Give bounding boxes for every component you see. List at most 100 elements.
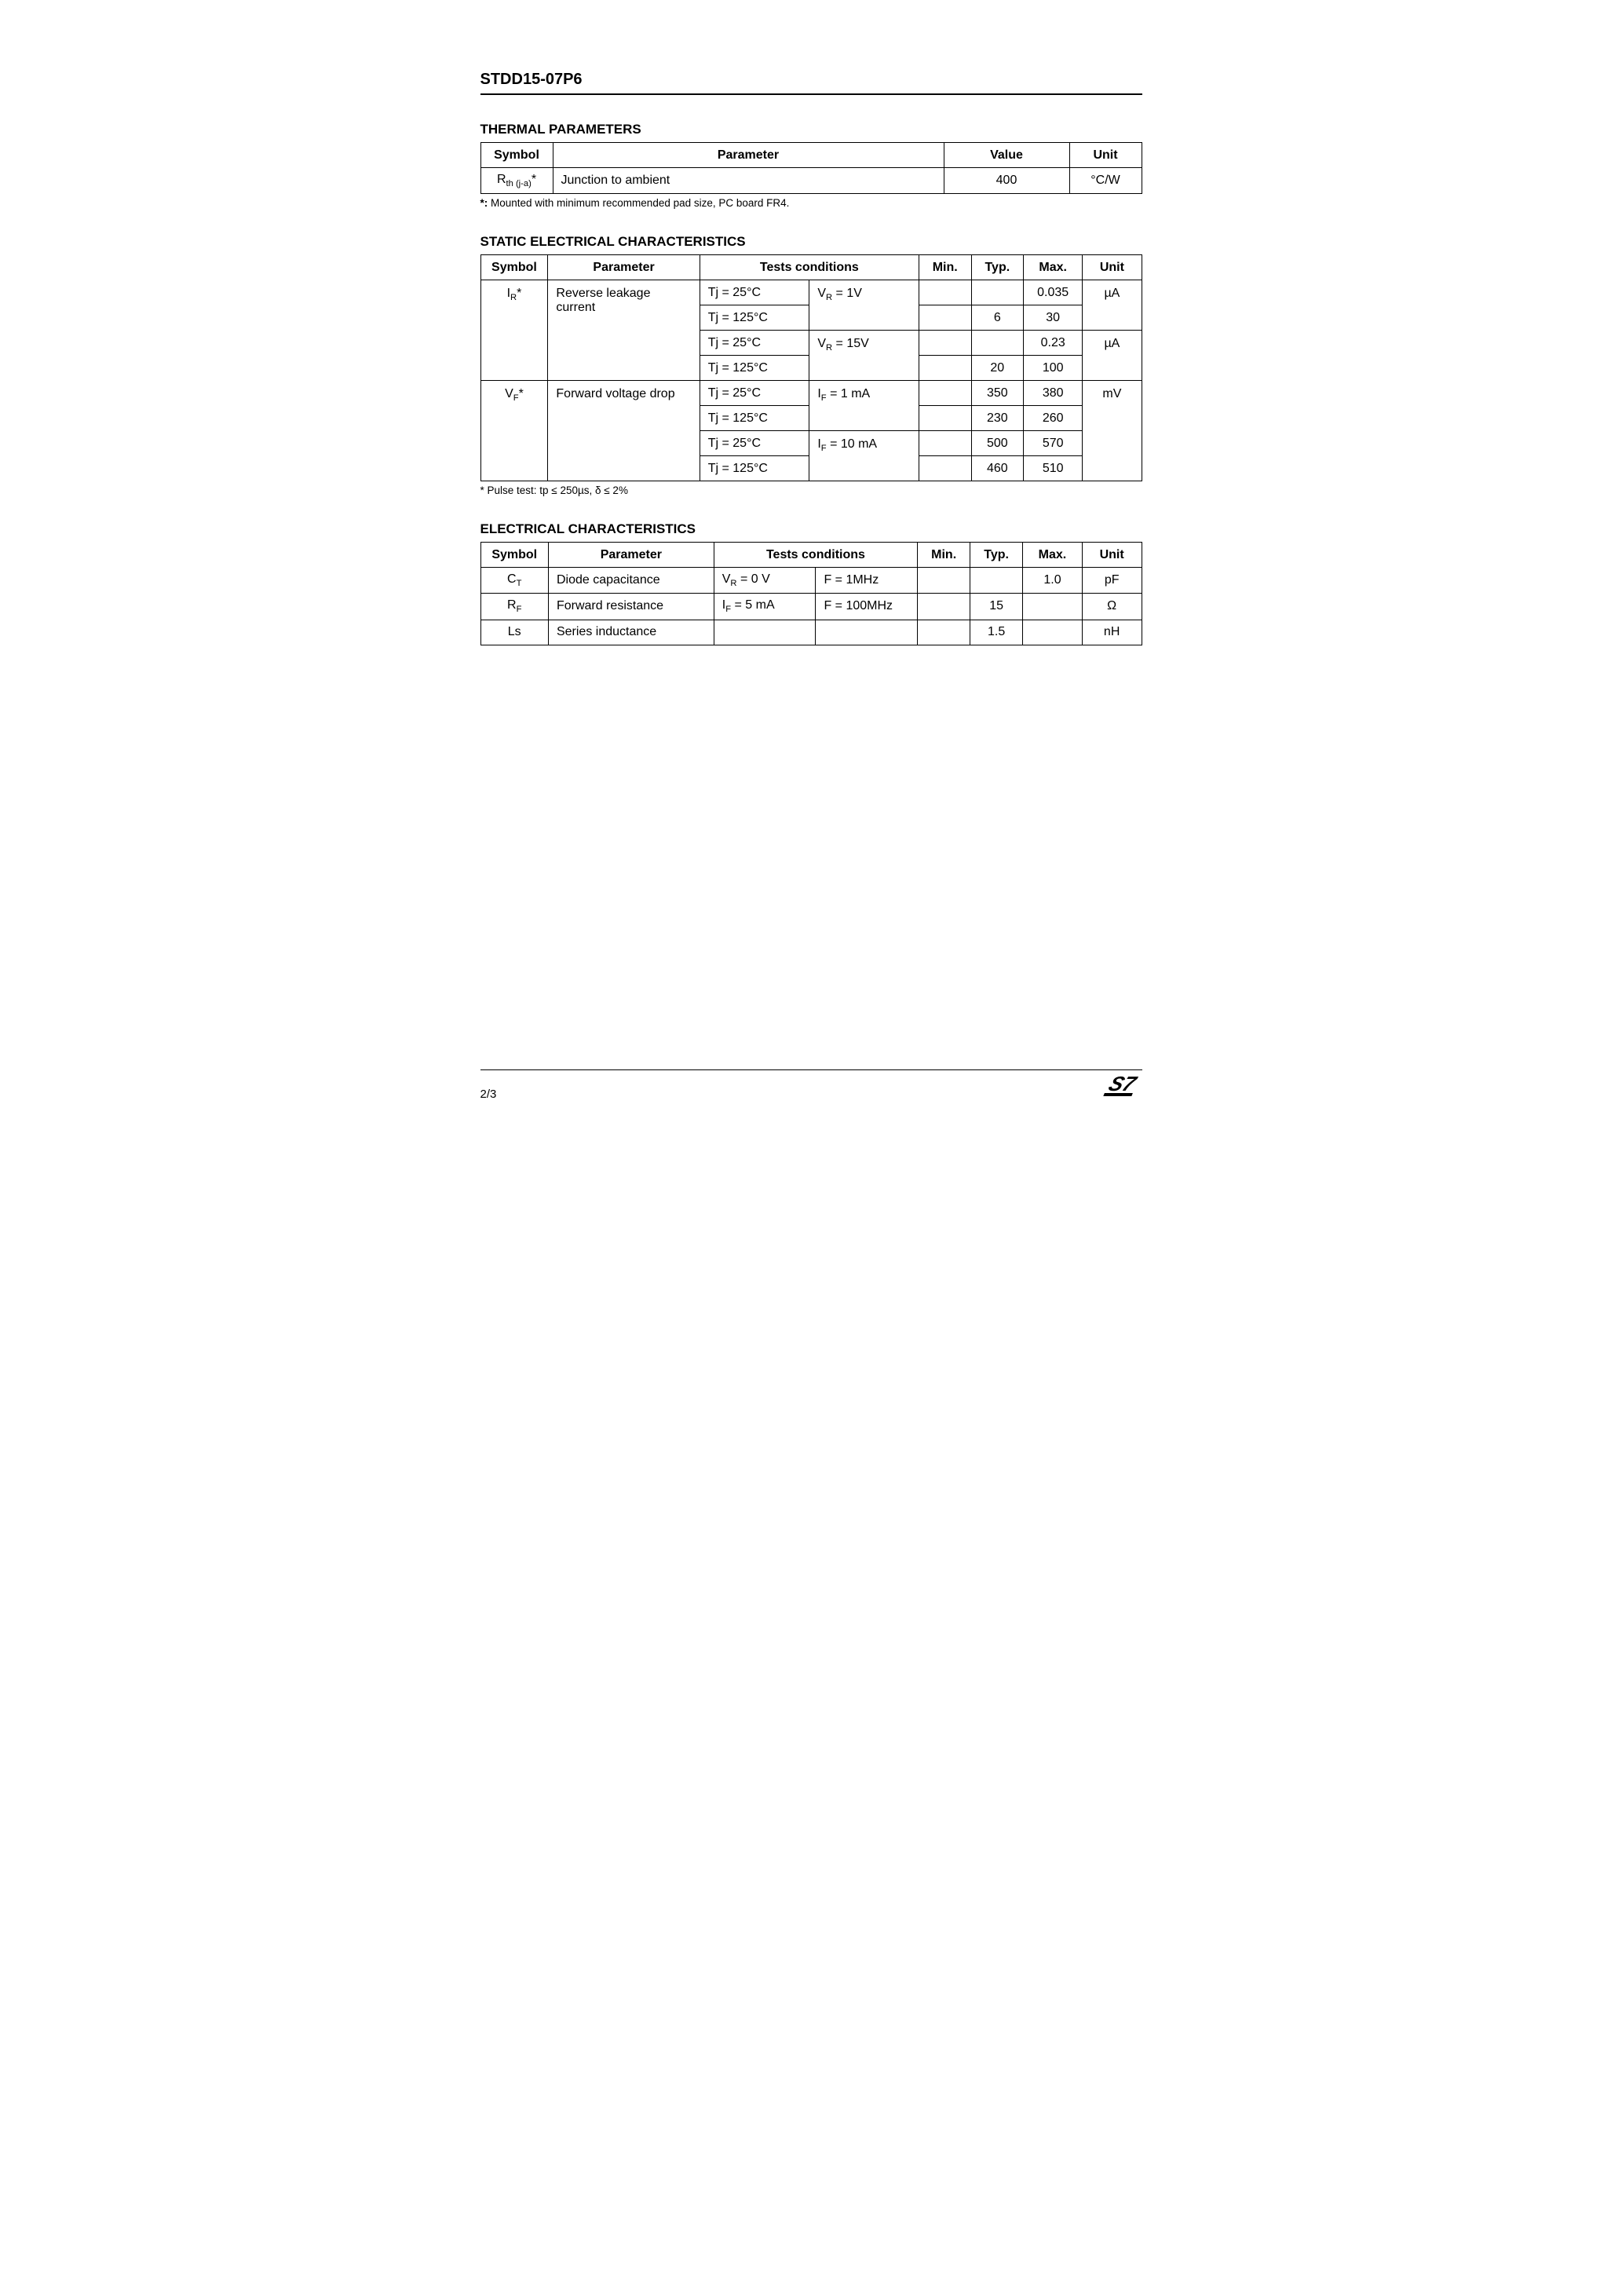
cell-symbol: VF* (480, 381, 548, 481)
cell-value: 400 (944, 168, 1069, 194)
cell-param: Reverse leakagecurrent (548, 280, 700, 381)
cell-param: Forward resistance (548, 594, 714, 620)
cell-typ: 15 (970, 594, 1023, 620)
cell-typ (971, 331, 1024, 356)
static-section-title: STATIC ELECTRICAL CHARACTERISTICS (480, 234, 1142, 250)
col-typ: Typ. (970, 543, 1023, 568)
cell-tc1: Tj = 25°C (700, 280, 809, 305)
cell-unit: Ω (1082, 594, 1142, 620)
page-title: STDD15-07P6 (480, 71, 1142, 95)
cell-tc1: Tj = 25°C (700, 381, 809, 406)
cell-tc1: Tj = 25°C (700, 431, 809, 456)
table-row: Ls Series inductance 1.5 nH (480, 620, 1142, 645)
table-row: CT Diode capacitance VR = 0 V F = 1MHz 1… (480, 568, 1142, 594)
page-number: 2/3 (480, 1088, 497, 1101)
cell-tc1: Tj = 125°C (700, 305, 809, 331)
cell-max: 0.035 (1024, 280, 1083, 305)
table-row: RF Forward resistance IF = 5 mA F = 100M… (480, 594, 1142, 620)
cell-tc2: VR = 15V (809, 331, 919, 381)
cell-max: 0.23 (1024, 331, 1083, 356)
cell-max: 570 (1024, 431, 1083, 456)
cell-min (919, 381, 971, 406)
cell-min (918, 568, 970, 594)
cell-tc1: Tj = 125°C (700, 356, 809, 381)
cell-tc1: Tj = 125°C (700, 406, 809, 431)
col-symbol: Symbol (480, 543, 548, 568)
st-logo-icon: S7 (1100, 1073, 1142, 1101)
cell-typ: 20 (971, 356, 1024, 381)
cell-typ: 460 (971, 456, 1024, 481)
cell-tc2: F = 1MHz (816, 568, 918, 594)
col-parameter: Parameter (548, 543, 714, 568)
table-header-row: Symbol Parameter Value Unit (480, 143, 1142, 168)
cell-symbol: Ls (480, 620, 548, 645)
cell-tc2 (816, 620, 918, 645)
cell-typ: 230 (971, 406, 1024, 431)
cell-unit: µA (1083, 280, 1142, 331)
cell-tc1: VR = 0 V (714, 568, 816, 594)
col-tests: Tests conditions (700, 255, 919, 280)
thermal-table: Symbol Parameter Value Unit Rth (j-a)* J… (480, 142, 1142, 194)
col-min: Min. (918, 543, 970, 568)
cell-max: 260 (1024, 406, 1083, 431)
cell-unit: mV (1083, 381, 1142, 481)
elec-table: Symbol Parameter Tests conditions Min. T… (480, 542, 1142, 645)
cell-max (1023, 594, 1083, 620)
static-table: Symbol Parameter Tests conditions Min. T… (480, 254, 1142, 481)
cell-symbol: Rth (j-a)* (480, 168, 553, 194)
col-unit: Unit (1083, 255, 1142, 280)
cell-min (919, 331, 971, 356)
cell-min (918, 620, 970, 645)
cell-min (919, 431, 971, 456)
thermal-section-title: THERMAL PARAMETERS (480, 122, 1142, 137)
cell-typ (970, 568, 1023, 594)
cell-symbol: IR* (480, 280, 548, 381)
cell-unit: °C/W (1069, 168, 1142, 194)
cell-unit: pF (1082, 568, 1142, 594)
svg-text:S7: S7 (1105, 1073, 1140, 1095)
cell-tc1: Tj = 25°C (700, 331, 809, 356)
static-footnote: * Pulse test: tp ≤ 250µs, δ ≤ 2% (480, 484, 1142, 496)
cell-min (919, 356, 971, 381)
col-min: Min. (919, 255, 971, 280)
cell-typ: 1.5 (970, 620, 1023, 645)
cell-max: 100 (1024, 356, 1083, 381)
cell-symbol: CT (480, 568, 548, 594)
table-header-row: Symbol Parameter Tests conditions Min. T… (480, 543, 1142, 568)
cell-tc2: IF = 10 mA (809, 431, 919, 481)
col-unit: Unit (1082, 543, 1142, 568)
cell-max: 380 (1024, 381, 1083, 406)
cell-min (919, 305, 971, 331)
cell-tc2: IF = 1 mA (809, 381, 919, 431)
cell-typ: 350 (971, 381, 1024, 406)
table-row: VF* Forward voltage drop Tj = 25°C IF = … (480, 381, 1142, 406)
col-symbol: Symbol (480, 255, 548, 280)
cell-symbol: RF (480, 594, 548, 620)
cell-min (919, 406, 971, 431)
cell-param: Series inductance (548, 620, 714, 645)
elec-section-title: ELECTRICAL CHARACTERISTICS (480, 521, 1142, 537)
table-row: IR* Reverse leakagecurrent Tj = 25°C VR … (480, 280, 1142, 305)
col-parameter: Parameter (548, 255, 700, 280)
col-typ: Typ. (971, 255, 1024, 280)
cell-min (919, 456, 971, 481)
cell-param: Forward voltage drop (548, 381, 700, 481)
col-max: Max. (1023, 543, 1083, 568)
page-footer: 2/3 S7 (480, 1069, 1142, 1101)
cell-max: 1.0 (1023, 568, 1083, 594)
cell-typ: 6 (971, 305, 1024, 331)
cell-unit: µA (1083, 331, 1142, 381)
cell-max: 30 (1024, 305, 1083, 331)
cell-typ: 500 (971, 431, 1024, 456)
col-max: Max. (1024, 255, 1083, 280)
col-unit: Unit (1069, 143, 1142, 168)
col-parameter: Parameter (553, 143, 944, 168)
col-symbol: Symbol (480, 143, 553, 168)
cell-typ (971, 280, 1024, 305)
cell-max: 510 (1024, 456, 1083, 481)
cell-tc1 (714, 620, 816, 645)
thermal-footnote: *: Mounted with minimum recommended pad … (480, 197, 1142, 209)
col-value: Value (944, 143, 1069, 168)
cell-param: Junction to ambient (553, 168, 944, 194)
cell-tc1: IF = 5 mA (714, 594, 816, 620)
